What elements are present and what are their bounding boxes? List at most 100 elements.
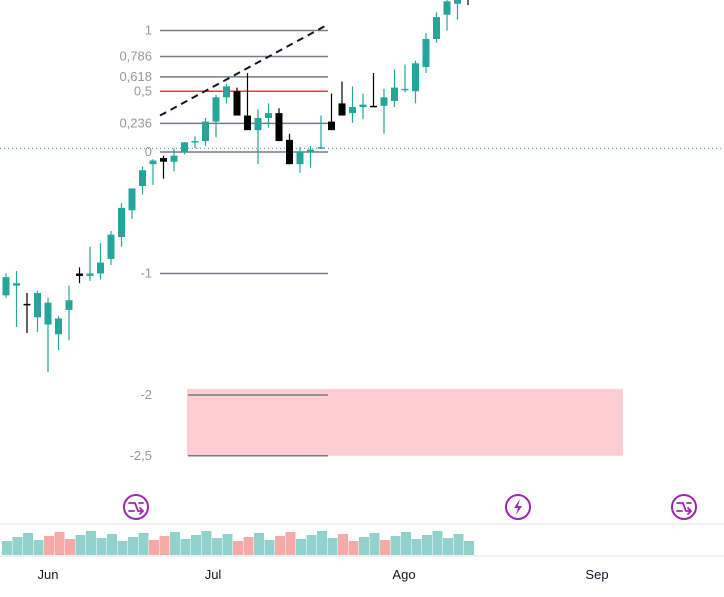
volume-bars	[2, 531, 474, 555]
candle-body	[328, 121, 335, 131]
volume-bar	[107, 534, 117, 555]
time-axis-label: Jun	[38, 567, 59, 582]
candle-body	[13, 283, 20, 286]
candle-body	[454, 0, 461, 4]
volume-bar	[191, 535, 201, 555]
time-axis-label: Jul	[205, 567, 222, 582]
candle-body	[44, 302, 52, 325]
candle-body	[181, 142, 188, 152]
candle-body	[349, 107, 356, 114]
volume-bar	[96, 538, 107, 555]
split-icon[interactable]	[123, 494, 149, 520]
volume-bar	[222, 534, 233, 555]
volume-bar	[275, 536, 285, 555]
fib-level-label: 0,786	[119, 49, 152, 64]
candle-body	[76, 273, 83, 276]
candle-body	[118, 207, 125, 238]
volume-bar	[422, 535, 432, 555]
candle-body	[170, 155, 178, 162]
volume-bar	[54, 532, 65, 555]
volume-bar	[401, 532, 411, 555]
volume-bar	[65, 539, 75, 555]
volume-bar	[180, 539, 191, 555]
candle-body	[34, 292, 41, 318]
candle-body	[412, 63, 419, 92]
volume-bar	[390, 536, 401, 555]
candle-body	[128, 188, 136, 211]
candle-body	[149, 160, 157, 165]
volume-bar	[285, 532, 296, 555]
candle-body	[433, 17, 440, 40]
volume-bar	[264, 540, 275, 555]
candle-body	[244, 115, 251, 131]
fib-level-label: -2	[140, 387, 152, 402]
fib-level-label: 0,618	[119, 69, 152, 84]
volume-bar	[296, 539, 306, 555]
candle-body	[296, 152, 304, 165]
volume-bar	[128, 537, 138, 555]
candles	[2, 0, 469, 372]
candle-body	[275, 113, 283, 142]
rectangle-zone	[187, 388, 623, 456]
volume-bar	[138, 533, 149, 555]
zone-rect	[187, 388, 623, 456]
candle-body	[338, 103, 346, 116]
candle-body	[359, 104, 367, 108]
volume-bar	[411, 539, 422, 555]
volume-bar	[243, 537, 254, 555]
candle-body	[23, 303, 31, 306]
fib-level-label: 0,236	[119, 115, 152, 130]
candle-body	[65, 300, 73, 310]
volume-bar	[359, 537, 369, 555]
volume-bar	[149, 540, 159, 555]
trend-line[interactable]	[159, 23, 329, 117]
candle-body	[55, 318, 62, 335]
split-icon[interactable]	[671, 494, 697, 520]
fib-level-label: 0,5	[134, 83, 152, 98]
trend-line-path	[159, 23, 329, 117]
volume-bar	[201, 531, 212, 555]
candle-body	[160, 158, 167, 162]
time-axis-label: Sep	[585, 567, 608, 582]
volume-bar	[23, 533, 33, 555]
fib-level-label: -1	[140, 266, 152, 281]
dividend-icon[interactable]	[505, 494, 531, 520]
candle-body	[233, 91, 241, 116]
volume-bar	[306, 535, 317, 555]
volume-bar	[159, 536, 170, 555]
candle-body	[443, 1, 451, 15]
volume-bar	[233, 541, 243, 555]
candle-body	[317, 147, 325, 149]
volume-bar	[44, 536, 54, 555]
candle-body	[139, 170, 146, 187]
candle-body	[86, 273, 94, 276]
volume-bar	[75, 535, 86, 555]
candle-body	[2, 277, 10, 296]
volume-bar	[33, 540, 44, 555]
volume-bar	[464, 541, 474, 555]
volume-bar	[2, 541, 12, 555]
volume-bar	[117, 541, 128, 555]
candle-body	[286, 139, 293, 165]
volume-bar	[12, 537, 23, 555]
candle-body	[401, 88, 409, 91]
candle-body	[307, 149, 314, 152]
candle-body	[223, 86, 230, 98]
event-icons	[123, 494, 697, 520]
volume-bar	[254, 533, 264, 555]
time-axis: Jun Jul Ago Sep	[38, 567, 609, 582]
candle-body	[391, 87, 398, 101]
candle-body	[97, 262, 104, 274]
candle-body	[422, 39, 430, 67]
candle-body	[202, 121, 209, 142]
volume-bar	[432, 531, 443, 555]
time-axis-label: Ago	[392, 567, 415, 582]
volume-bar	[212, 538, 222, 555]
candle-body	[212, 97, 220, 122]
volume-bar	[327, 538, 338, 555]
candle-body	[370, 105, 377, 108]
candle-body	[191, 141, 199, 143]
fib-level-label: 1	[145, 23, 152, 38]
candle-body	[107, 234, 115, 259]
